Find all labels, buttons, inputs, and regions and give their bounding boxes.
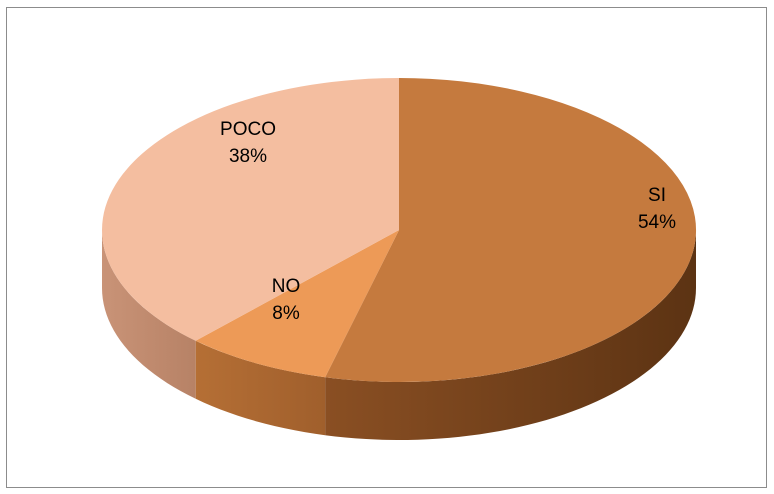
pie-side-si bbox=[325, 230, 696, 440]
slice-percent-no: 8% bbox=[272, 303, 300, 324]
slice-label-si: SI bbox=[648, 185, 666, 206]
slice-percent-si: 54% bbox=[638, 212, 676, 233]
slice-label-poco: POCO bbox=[220, 119, 276, 140]
pie-side-poco bbox=[102, 230, 196, 399]
pie-side-no bbox=[195, 340, 326, 436]
pie-slice-poco bbox=[102, 78, 400, 341]
slice-label-no: NO bbox=[272, 276, 301, 297]
pie-slice-si bbox=[325, 78, 697, 383]
pie-slice-no bbox=[195, 230, 399, 378]
slice-percent-poco: 38% bbox=[229, 146, 267, 167]
